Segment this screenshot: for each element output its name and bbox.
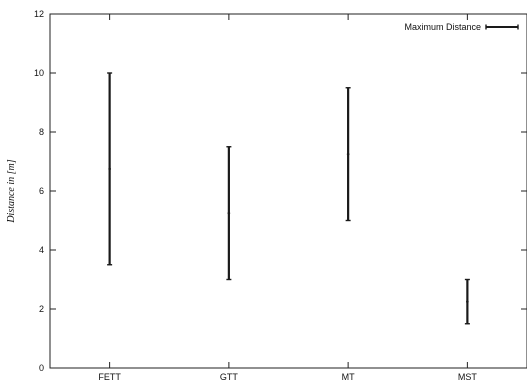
x-tick-label: MT	[342, 372, 355, 382]
y-tick-label: 10	[34, 68, 44, 78]
y-tick-label: 2	[39, 304, 44, 314]
x-tick-label: MST	[458, 372, 478, 382]
y-tick-label: 8	[39, 127, 44, 137]
y-tick-label: 12	[34, 9, 44, 19]
range-bar	[464, 278, 470, 325]
range-bars	[107, 72, 470, 325]
y-tick-label: 0	[39, 363, 44, 373]
range-bar-midpoint	[108, 167, 111, 171]
legend-label: Maximum Distance	[404, 22, 481, 32]
range-bar-midpoint	[346, 152, 350, 156]
range-bar-midpoint	[466, 300, 469, 303]
legend: Maximum Distance	[404, 22, 519, 32]
y-tick-label: 4	[39, 245, 44, 255]
y-tick-label: 6	[39, 186, 44, 196]
range-bar	[107, 72, 113, 266]
x-tick-label: FETT	[98, 372, 121, 382]
legend-swatch	[485, 24, 519, 30]
range-bar	[226, 146, 232, 281]
range-bar-midpoint	[227, 211, 231, 215]
range-bar	[345, 87, 351, 222]
y-axis: 0 2 4 6 8 10 12	[34, 9, 527, 373]
x-tick-label: GTT	[220, 372, 238, 382]
x-axis: FETT GTT MT MST	[98, 14, 477, 382]
y-axis-title: Distance in [m]	[6, 159, 17, 223]
